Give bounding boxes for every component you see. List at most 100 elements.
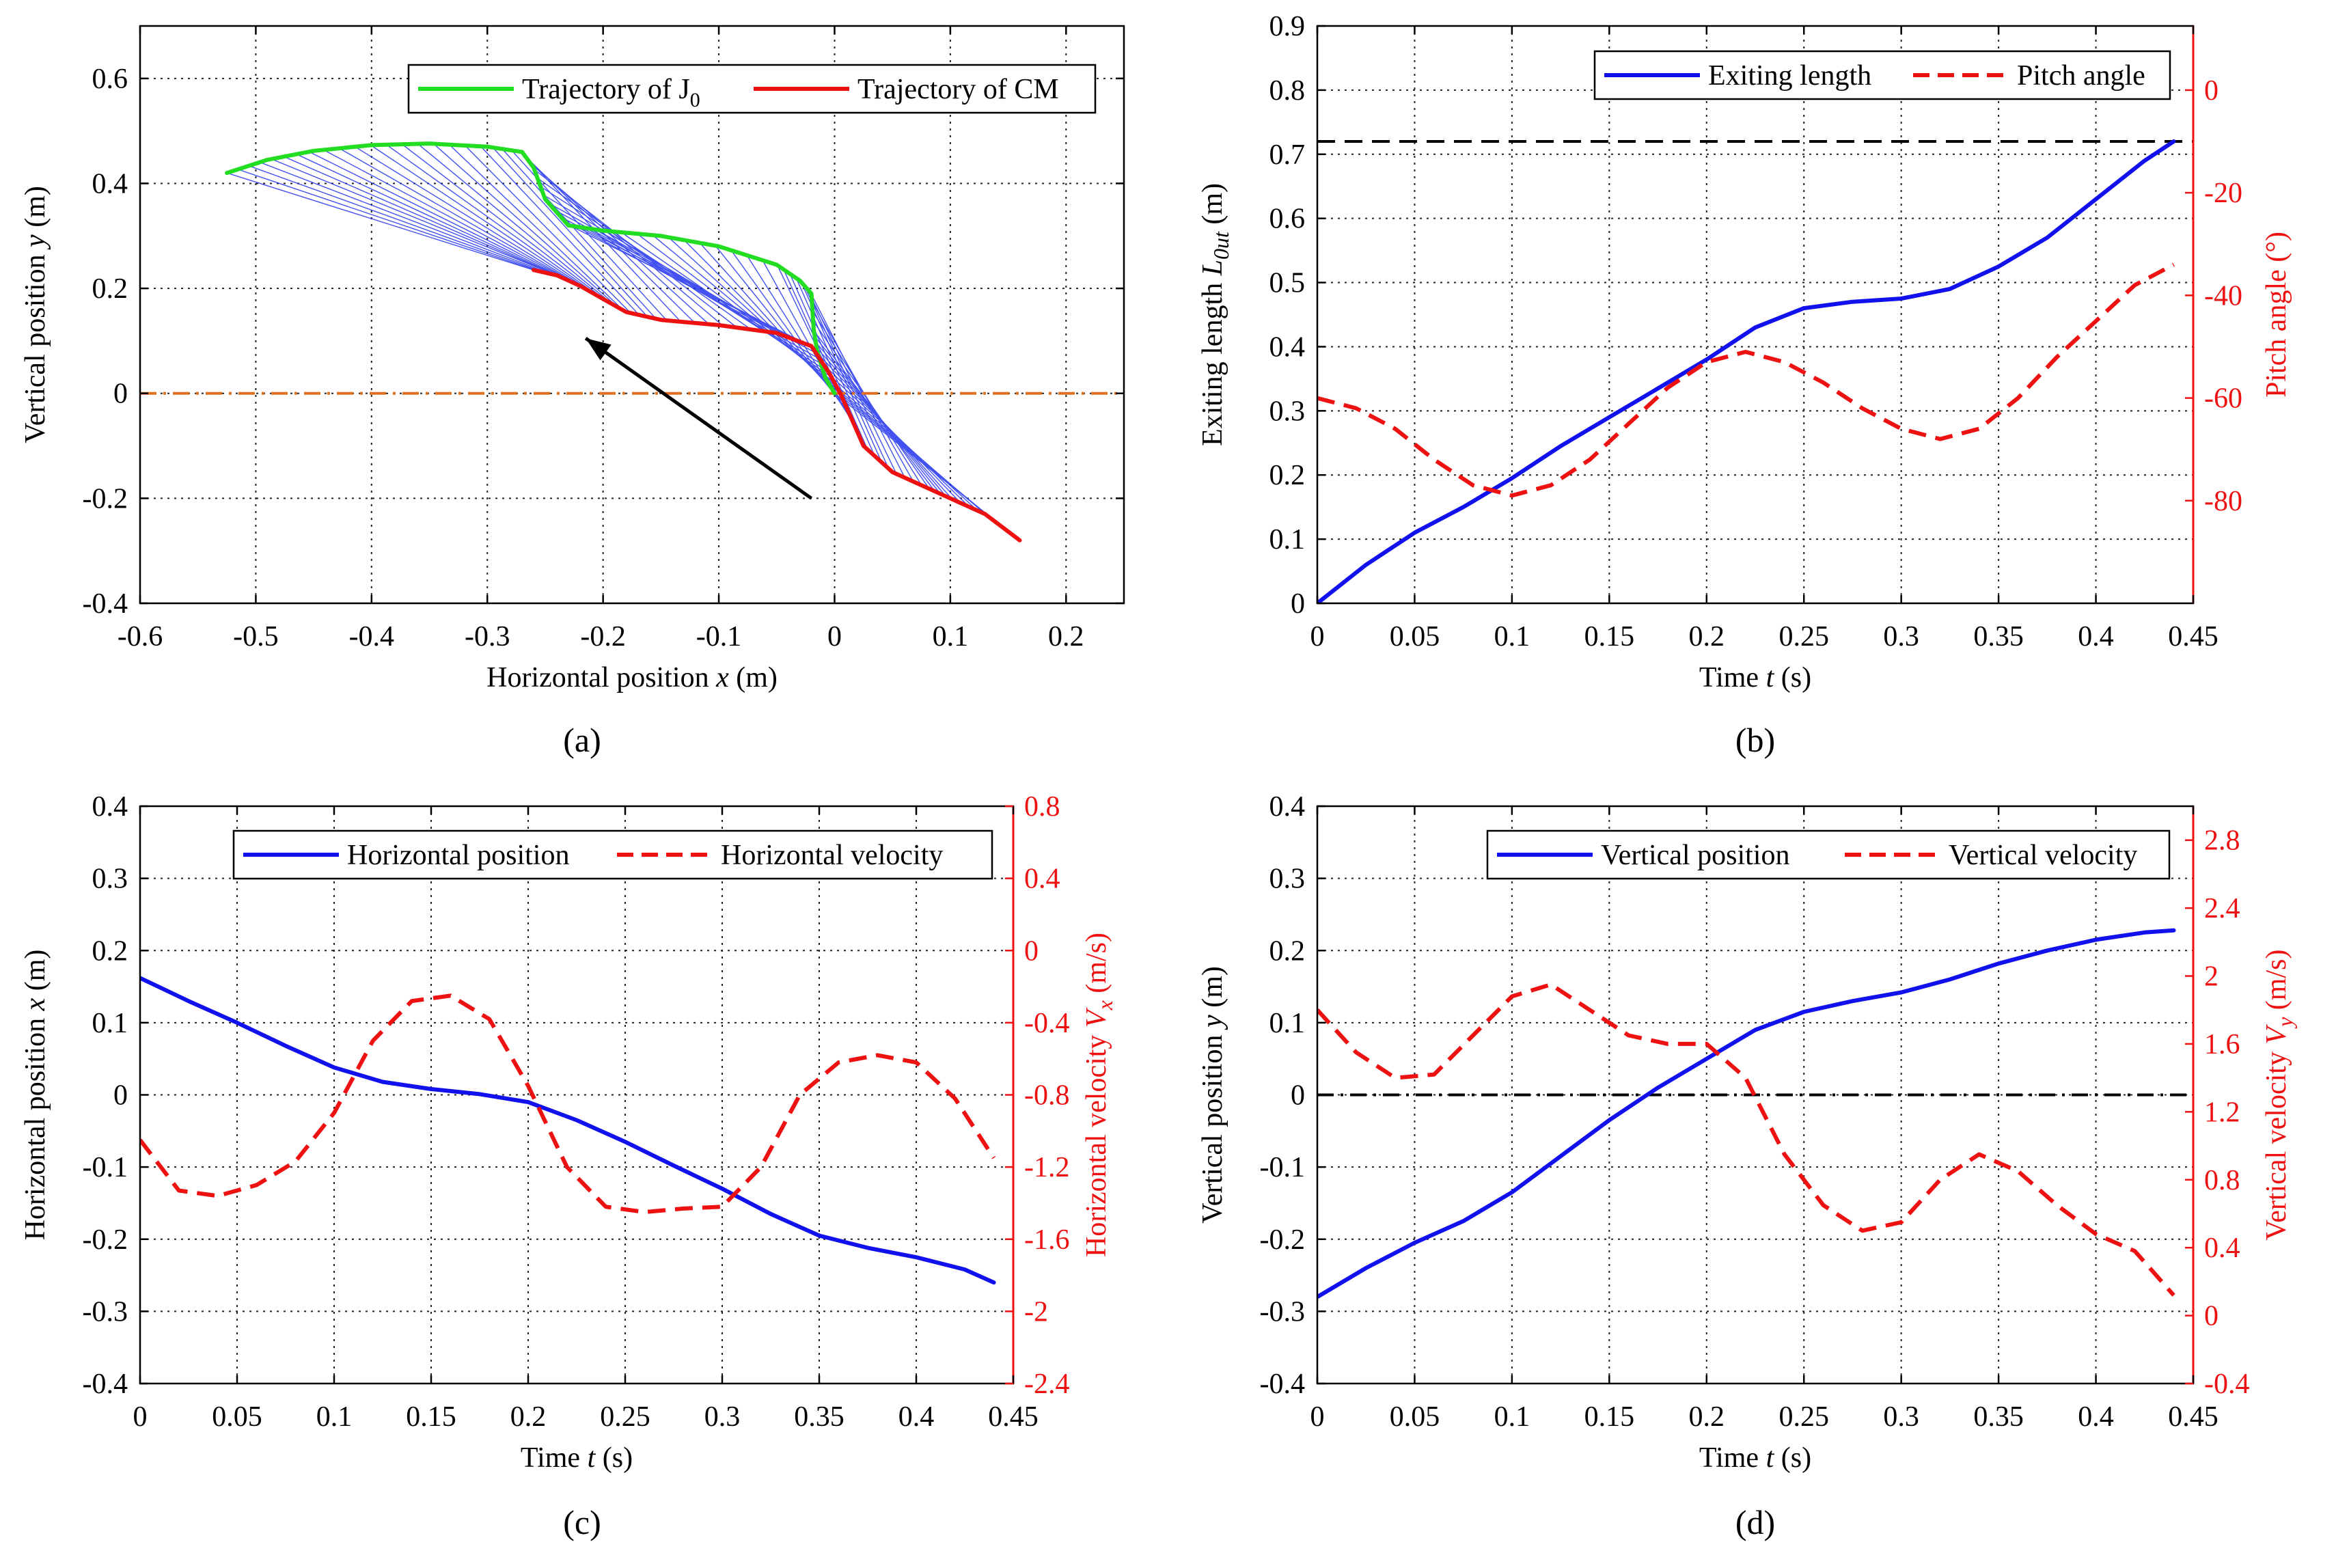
x-tick-label: -0.2: [580, 621, 626, 652]
y-ticks-left: [1317, 25, 1325, 605]
x-axis-label: Time t (s): [521, 1442, 633, 1474]
series-line-2: [140, 993, 996, 1215]
link-line: [260, 161, 551, 275]
y-tick-label: -0.2: [1260, 1224, 1306, 1256]
arrow-head: [586, 338, 612, 361]
y-tick-label-right: -40: [2204, 280, 2242, 312]
legend: Trajectory of J0 Trajectory of CM: [407, 64, 1097, 114]
y-axis-label-sub: 0ut: [1209, 231, 1233, 260]
y-tick-label: 0.6: [1269, 204, 1306, 235]
x-tick-label: 0.25: [1778, 1401, 1829, 1433]
plot-area: [1317, 928, 2193, 1299]
y-tick-label: 0: [1291, 588, 1305, 620]
link-line: [594, 229, 825, 366]
y-axis-label-unit: (m): [1197, 966, 1228, 1015]
panel-c: 0 0.05 0.1 0.15 0.2 0.25 0.3 0.35 0.4 0.45 -0.4 -0.…: [20, 791, 1117, 1541]
y-axis-label-right-sub: x: [1093, 1000, 1117, 1010]
link-line: [249, 165, 545, 273]
x-tick-label: 0.25: [600, 1401, 650, 1433]
panel-a: -0.6 -0.5 -0.4 -0.3 -0.2 -0.1 0 0.1 0.2 -0.4 -0.2 0…: [20, 25, 1125, 759]
y-ticks-left: [140, 77, 1124, 605]
y-tick-label-right: 0.4: [2204, 1233, 2240, 1264]
link-line: [433, 143, 618, 308]
y-tick-label-right: 0.8: [2204, 1165, 2240, 1196]
series-line-1: [140, 976, 996, 1285]
arrow-shaft: [584, 337, 813, 500]
x-tick-label: 0.25: [1778, 621, 1829, 652]
y-axis-label-right-var: V: [1081, 1007, 1112, 1028]
y-axis-label-var: x: [20, 998, 51, 1011]
y-tick-label-right: 0.4: [1024, 864, 1060, 895]
legend-label-2: Horizontal velocity: [721, 840, 943, 871]
y-tick-label-right: -2: [1024, 1296, 1048, 1328]
x-tick-label: 0.4: [2078, 621, 2114, 652]
link-line: [237, 169, 540, 272]
legend-label-text: Vertical position: [1601, 840, 1789, 871]
y-ticks-left: [140, 805, 148, 1385]
y-tick-label: 0.2: [92, 935, 128, 967]
x-axis-label-var: t: [1766, 662, 1775, 693]
link-line: [492, 147, 648, 318]
x-tick-label: 0.2: [1689, 621, 1725, 652]
y-tick-label: -0.4: [1260, 1368, 1306, 1400]
x-tick-label: 0.1: [1494, 1401, 1530, 1433]
x-axis-label-var: x: [715, 662, 729, 693]
y-axis-label-unit: (m): [20, 186, 51, 234]
legend-label-1: Exiting length: [1708, 60, 1871, 92]
link-line: [812, 320, 930, 489]
panel-caption: (d): [1735, 1503, 1775, 1541]
y-tick-label-right: 2: [2204, 961, 2218, 993]
y-tick-label-right: 1.6: [2204, 1029, 2240, 1060]
legend: Horizontal position Horizontal velocity: [232, 829, 993, 880]
y-tick-label: 0.2: [92, 273, 128, 305]
x-axis-label: Horizontal position x (m): [486, 662, 778, 693]
y-tick-label-right: -2.4: [1024, 1368, 1070, 1400]
y-axis-label-right-text: Pitch angle (°): [2261, 232, 2292, 398]
x-axis-label-unit: (s): [1774, 1442, 1811, 1474]
y-tick-label-right: -1.2: [1024, 1152, 1070, 1183]
y-tick-label-right: 0: [2204, 75, 2218, 107]
legend-label-1: Vertical position: [1601, 840, 1789, 871]
legend-label-text: Vertical velocity: [1949, 840, 2137, 871]
y-axis-label-right-var: V: [2261, 1024, 2292, 1045]
series-line-2: [532, 268, 1022, 542]
series-line-2: [1317, 262, 2175, 498]
y-tick-label: 0: [113, 1080, 128, 1112]
x-tick-label: 0.15: [406, 1401, 456, 1433]
y-axis-label-right-main: Horizontal velocity: [1081, 1028, 1112, 1257]
y-axis-label-main: Exiting length: [1197, 275, 1228, 446]
x-tick-label: 0.15: [1584, 1401, 1635, 1433]
x-tick-label: 0.4: [2078, 1401, 2114, 1433]
legend-box: [1486, 829, 2171, 880]
y-tick-label-right: -0.8: [1024, 1080, 1070, 1112]
y-tick-label: 0.6: [92, 64, 128, 95]
link-line: [355, 146, 590, 292]
y-axis-label-right-unit: (m/s): [2261, 950, 2292, 1017]
plot-area: [140, 141, 1124, 542]
x-tick-label: 0.1: [933, 621, 969, 652]
x-axis-label-unit: (s): [1774, 662, 1811, 693]
y-tick-label: 0.1: [1269, 524, 1306, 555]
y-axis-label-var: y: [1197, 1015, 1228, 1030]
series-line-2: [1317, 982, 2175, 1297]
x-tick-label: 0.3: [704, 1401, 741, 1433]
panel-caption: (b): [1735, 721, 1775, 759]
panel-caption: (a): [563, 721, 601, 759]
y-tick-label: -0.3: [83, 1296, 128, 1328]
y-axis-label-left: Horizontal position x (m): [20, 950, 51, 1241]
x-tick-label: 0.15: [1584, 621, 1635, 652]
link-line: [449, 144, 624, 311]
y-tick-label: 0.3: [1269, 396, 1306, 427]
x-tick-label: 0.05: [212, 1401, 262, 1433]
legend: Vertical position Vertical velocity: [1486, 829, 2171, 880]
x-axis-label-main: Horizontal position: [486, 662, 716, 693]
x-ticks: [1316, 806, 2195, 1384]
x-tick-label: 0.05: [1390, 621, 1440, 652]
x-tick-label: 0.2: [510, 1401, 547, 1433]
x-tick-label: -0.3: [465, 621, 510, 652]
y-tick-label-right: -0.4: [1024, 1008, 1070, 1039]
y-axis-label-var: L: [1197, 260, 1228, 276]
x-axis-label-main: Time: [521, 1442, 588, 1474]
legend-box: [407, 64, 1097, 114]
legend: Exiting length Pitch angle: [1593, 50, 2171, 100]
